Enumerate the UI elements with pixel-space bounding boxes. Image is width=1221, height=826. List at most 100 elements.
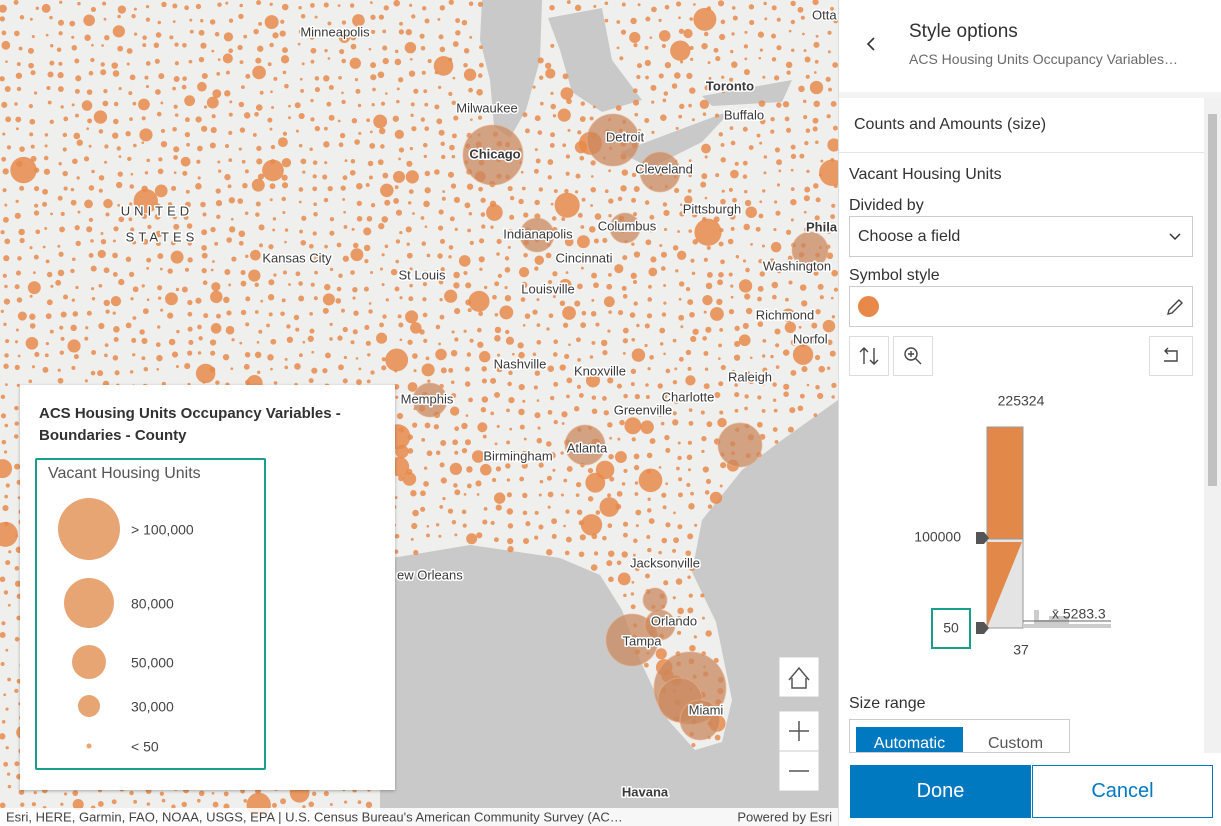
county-dot	[451, 330, 455, 334]
county-dot	[298, 295, 305, 302]
county-dot	[409, 267, 413, 271]
county-dot	[112, 132, 119, 139]
county-dot	[744, 57, 748, 61]
county-dot	[385, 348, 409, 372]
county-dot	[201, 252, 208, 259]
low-input[interactable]	[931, 608, 971, 649]
county-dot	[672, 411, 677, 416]
county-dot	[704, 155, 708, 159]
county-dot	[678, 28, 685, 34]
county-dot	[295, 327, 300, 332]
county-dot	[481, 224, 486, 229]
city-label: Louisville	[521, 281, 574, 296]
county-dot	[538, 286, 544, 293]
county-dot	[506, 492, 512, 498]
county-dot	[663, 284, 667, 287]
county-dot	[240, 788, 245, 794]
county-dot	[366, 379, 371, 384]
county-dot	[552, 352, 558, 357]
county-dot	[757, 395, 762, 400]
back-button[interactable]	[863, 34, 879, 54]
county-dot	[580, 322, 587, 329]
zoom-button[interactable]	[893, 336, 933, 376]
county-dot	[42, 201, 48, 207]
county-dot	[225, 325, 235, 335]
county-dot	[716, 298, 723, 306]
county-dot	[14, 421, 19, 426]
edit-icon[interactable]	[1164, 296, 1186, 318]
county-dot	[703, 31, 709, 37]
county-dot	[308, 801, 315, 808]
county-dot	[72, 790, 79, 796]
county-dot	[480, 212, 486, 217]
county-dot	[659, 342, 664, 346]
county-dot	[240, 269, 246, 276]
county-dot	[822, 319, 836, 333]
scroll-thumb[interactable]	[1208, 114, 1217, 486]
powered-by[interactable]: Powered by Esri	[737, 809, 832, 824]
county-dot	[408, 189, 414, 194]
field-select[interactable]: Choose a field	[849, 216, 1193, 257]
county-dot	[785, 61, 793, 69]
county-dot	[14, 102, 18, 106]
county-dot	[187, 326, 193, 332]
county-dot	[142, 238, 149, 245]
done-button[interactable]: Done	[850, 765, 1031, 818]
county-dot	[522, 399, 526, 403]
county-dot	[35, 229, 41, 235]
scrollbar[interactable]	[1204, 98, 1221, 753]
county-dot	[679, 103, 685, 110]
flip-button[interactable]	[849, 336, 889, 376]
county-dot	[607, 329, 611, 333]
metro-dot	[586, 113, 640, 167]
county-dot	[551, 533, 557, 539]
county-dot	[28, 62, 34, 69]
home-button[interactable]	[778, 656, 820, 698]
county-dot	[438, 129, 445, 136]
county-dot	[298, 29, 304, 35]
county-dot	[117, 203, 121, 207]
county-dot	[830, 100, 837, 107]
custom-option[interactable]: Custom	[987, 735, 1044, 752]
county-dot	[324, 283, 331, 291]
county-dot	[559, 364, 566, 371]
county-dot	[678, 297, 682, 301]
reset-button[interactable]	[1149, 336, 1193, 376]
section-header[interactable]	[839, 98, 1204, 153]
county-dot	[533, 168, 539, 174]
county-dot	[661, 312, 667, 317]
county-dot	[380, 101, 386, 106]
county-dot	[790, 153, 797, 159]
county-dot	[281, 298, 286, 303]
county-dot	[689, 311, 695, 318]
county-dot	[176, 329, 180, 334]
county-dot	[688, 159, 692, 163]
county-dot	[8, 550, 12, 554]
divided-by-label: Divided by	[849, 197, 924, 214]
county-dot	[565, 171, 570, 176]
county-dot	[773, 75, 780, 81]
county-dot	[298, 143, 303, 148]
county-dot	[770, 117, 775, 122]
county-dot	[719, 484, 723, 488]
county-dot	[491, 477, 497, 483]
county-dot	[469, 240, 474, 246]
symbol-style[interactable]	[849, 286, 1193, 327]
county-dot	[645, 395, 650, 399]
county-dot	[545, 62, 552, 69]
county-dot	[167, 312, 174, 319]
low-handle[interactable]	[976, 622, 989, 634]
county-dot	[482, 434, 487, 439]
county-dot	[591, 272, 597, 279]
county-dot	[718, 271, 724, 278]
county-dot	[113, 336, 119, 343]
county-dot	[59, 350, 65, 355]
county-dot	[309, 244, 314, 249]
county-dot	[329, 803, 333, 807]
county-dot	[167, 268, 173, 274]
high-handle[interactable]	[976, 532, 989, 544]
cancel-button[interactable]: Cancel	[1032, 765, 1213, 818]
county-dot	[521, 462, 528, 469]
county-dot	[623, 468, 628, 474]
automatic-option[interactable]: Automatic	[856, 727, 963, 752]
